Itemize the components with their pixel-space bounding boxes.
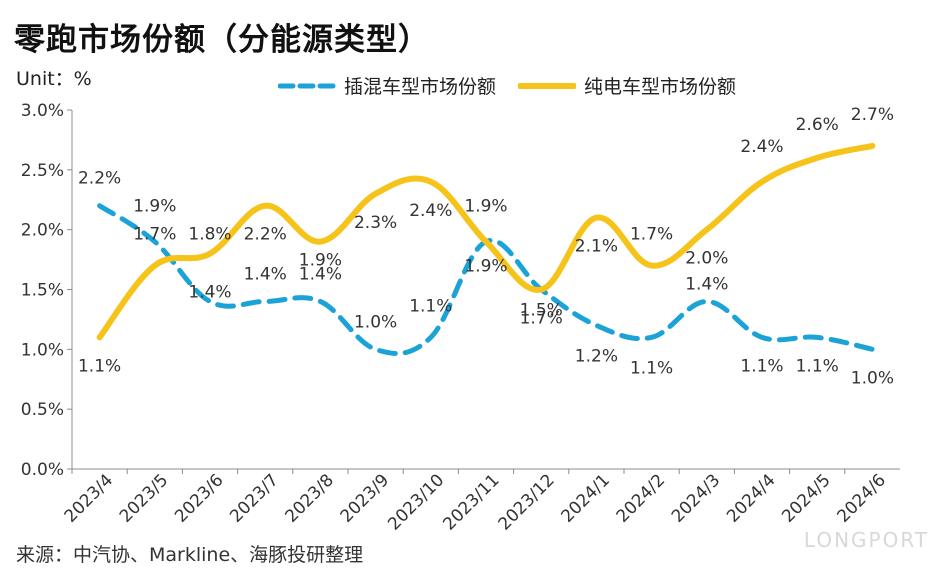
legend-item-phev: 插混车型市场份额 — [278, 72, 496, 99]
data-label: 1.1% — [740, 356, 783, 376]
y-tick-label: 2.0% — [21, 221, 64, 241]
data-label: 1.4% — [685, 274, 728, 294]
data-label: 2.4% — [409, 201, 452, 221]
data-label: 1.1% — [630, 358, 673, 378]
data-label: 2.1% — [575, 237, 618, 257]
data-label: 1.1% — [796, 356, 839, 376]
y-tick-label: 2.5% — [21, 161, 64, 181]
x-tick-label: 2024/6 — [833, 470, 889, 526]
watermark-logo: LONGPORT — [803, 528, 929, 552]
x-tick-label: 2023/12 — [495, 470, 559, 534]
source-note: 来源：中汽协、Markline、海豚投研整理 — [16, 544, 364, 566]
legend-label-bev: 纯电车型市场份额 — [584, 76, 737, 98]
data-label: 1.9% — [464, 257, 507, 277]
series-line-bev — [96, 142, 876, 341]
data-label: 1.9% — [464, 197, 507, 217]
x-tick-label: 2023/11 — [439, 470, 503, 534]
data-label: 1.9% — [299, 251, 342, 271]
x-tick-label: 2023/6 — [171, 470, 227, 526]
page-title: 零跑市场份额（分能源类型） — [14, 22, 430, 58]
data-label: 2.2% — [78, 169, 121, 189]
x-tick-label: 2023/10 — [384, 470, 448, 534]
unit-label: Unit：% — [16, 68, 92, 90]
data-label: 2.4% — [740, 137, 783, 157]
data-label: 1.0% — [354, 312, 397, 332]
data-label: 1.5% — [520, 301, 563, 321]
x-tick-label: 2023/9 — [337, 470, 393, 526]
y-tick-label: 1.0% — [21, 340, 64, 360]
x-tick-label: 2023/8 — [281, 470, 337, 526]
x-tick-label: 2023/4 — [61, 470, 117, 526]
data-label: 1.4% — [299, 264, 342, 284]
data-label: 1.7% — [630, 225, 673, 245]
data-label: 1.2% — [575, 346, 618, 366]
x-tick-label: 2024/5 — [778, 470, 834, 526]
data-label: 1.1% — [409, 296, 452, 316]
data-label: 1.1% — [78, 356, 121, 376]
y-tick-label: 3.0% — [21, 101, 64, 121]
data-label: 2.2% — [244, 225, 287, 245]
data-label: 2.0% — [685, 249, 728, 269]
y-tick-label: 0.5% — [21, 400, 64, 420]
data-label: 2.7% — [851, 105, 894, 125]
legend-swatch-bev — [518, 82, 577, 89]
data-label: 1.9% — [133, 197, 176, 217]
x-tick-label: 2024/3 — [668, 470, 724, 526]
legend-label-phev: 插混车型市场份额 — [344, 76, 497, 98]
legend-item-bev: 纯电车型市场份额 — [518, 72, 736, 99]
data-label: 1.4% — [244, 264, 287, 284]
data-label: 2.3% — [354, 213, 397, 233]
x-tick-label: 2024/4 — [723, 470, 779, 526]
data-label: 1.0% — [851, 368, 894, 388]
x-tick-label: 2024/1 — [557, 470, 613, 526]
x-tick-label: 2023/7 — [226, 470, 282, 526]
data-label: 2.6% — [796, 115, 839, 135]
data-label: 1.8% — [188, 225, 231, 245]
legend-swatch-phev — [278, 83, 336, 88]
x-tick-label: 2023/5 — [116, 470, 172, 526]
y-tick-label: 0.0% — [21, 460, 64, 480]
series-line-phev — [97, 203, 875, 356]
x-tick-label: 2024/2 — [613, 470, 669, 526]
data-label: 1.7% — [133, 225, 176, 245]
chart-legend: 插混车型市场份额 纯电车型市场份额 — [278, 72, 758, 99]
data-label: 1.4% — [188, 282, 231, 302]
data-label: 1.7% — [520, 309, 563, 329]
y-tick-label: 1.5% — [21, 281, 64, 301]
